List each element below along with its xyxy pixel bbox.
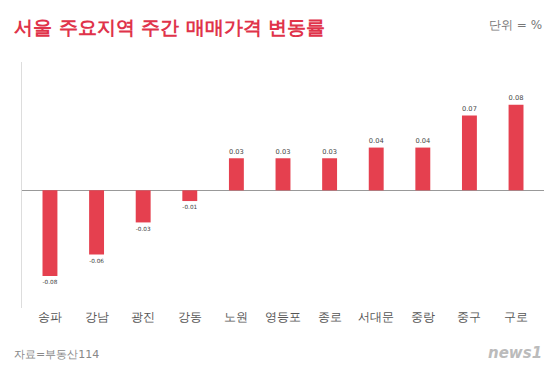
svg-text:광진: 광진 — [131, 310, 155, 324]
svg-text:자료=부동산114: 자료=부동산114 — [14, 348, 99, 361]
svg-text:0.04: 0.04 — [369, 137, 384, 145]
svg-text:종로: 종로 — [318, 310, 342, 324]
svg-text:0.03: 0.03 — [276, 148, 291, 156]
svg-text:서울 주요지역 주간 매매가격 변동률: 서울 주요지역 주간 매매가격 변동률 — [14, 16, 325, 38]
svg-text:0.07: 0.07 — [462, 105, 477, 113]
svg-text:강동: 강동 — [178, 310, 202, 324]
svg-text:강남: 강남 — [85, 310, 109, 324]
svg-text:노원: 노원 — [224, 310, 248, 324]
svg-text:단위 = %: 단위 = % — [489, 18, 542, 32]
svg-text:중랑: 중랑 — [411, 310, 435, 324]
svg-text:서대문: 서대문 — [358, 310, 394, 324]
svg-text:-0.03: -0.03 — [136, 226, 151, 232]
svg-text:news1: news1 — [488, 344, 542, 362]
svg-text:-0.06: -0.06 — [89, 258, 104, 264]
svg-text:0.03: 0.03 — [229, 148, 244, 156]
svg-text:중구: 중구 — [457, 310, 481, 324]
svg-text:0.03: 0.03 — [322, 148, 337, 156]
svg-text:구로: 구로 — [504, 310, 528, 324]
svg-text:-0.08: -0.08 — [43, 279, 58, 285]
svg-text:송파: 송파 — [38, 310, 62, 324]
svg-text:-0.01: -0.01 — [182, 204, 197, 210]
svg-text:0.08: 0.08 — [509, 94, 524, 102]
svg-text:0.04: 0.04 — [415, 137, 430, 145]
svg-text:영등포: 영등포 — [265, 310, 301, 324]
